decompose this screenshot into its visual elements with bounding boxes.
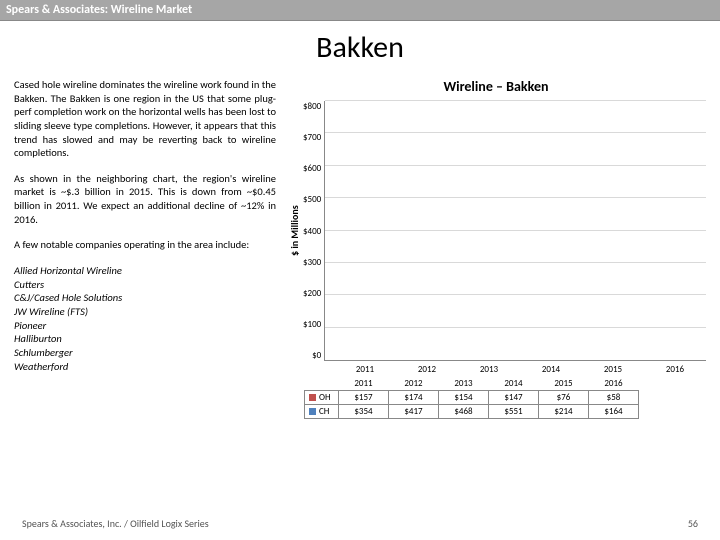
table-header-cell: 2013 (439, 377, 489, 391)
table-series-label: CH (305, 405, 339, 419)
company-item: C&J/Cased Hole Solutions (14, 291, 276, 305)
x-tick: 2015 (594, 364, 632, 375)
x-tick: 2016 (656, 364, 694, 375)
company-item: Allied Horizontal Wireline (14, 264, 276, 278)
footer-page-number: 56 (688, 517, 698, 530)
table-cell: $164 (589, 405, 639, 419)
table-header-cell: 2011 (339, 377, 389, 391)
paragraph-2: As shown in the neighboring chart, the r… (14, 172, 276, 227)
y-tick: $500 (303, 194, 321, 205)
y-tick: $200 (303, 288, 321, 299)
plot-area (324, 101, 706, 361)
table-cell: $154 (439, 391, 489, 405)
y-tick: $0 (303, 350, 321, 361)
x-tick: 2013 (470, 364, 508, 375)
x-tick: 2011 (346, 364, 384, 375)
y-tick: $600 (303, 163, 321, 174)
x-axis-labels: 2011 2012 2013 2014 2015 2016 (334, 364, 706, 375)
company-item: Schlumberger (14, 346, 276, 360)
header-breadcrumb: Spears & Associates: Wireline Market (0, 0, 720, 21)
data-table: 201120122013201420152016OH$157$174$154$1… (304, 377, 639, 419)
y-tick: $300 (303, 257, 321, 268)
paragraph-3: A few notable companies operating in the… (14, 238, 276, 252)
table-cell: $58 (589, 391, 639, 405)
page-title: Bakken (0, 29, 720, 66)
table-cell: $157 (339, 391, 389, 405)
table-cell: $214 (539, 405, 589, 419)
table-header-blank (305, 377, 339, 391)
company-item: Cutters (14, 278, 276, 292)
table-cell: $147 (489, 391, 539, 405)
table-header-cell: 2014 (489, 377, 539, 391)
legend-swatch (309, 408, 316, 415)
y-tick: $400 (303, 226, 321, 237)
footer-left: Spears & Associates, Inc. / Oilfield Log… (22, 517, 209, 530)
x-tick: 2012 (408, 364, 446, 375)
chart-column: Wireline – Bakken $ in Millions $800 $700… (286, 78, 706, 419)
company-item: JW Wireline (FTS) (14, 305, 276, 319)
chart-area: $ in Millions $800 $700 $600 $500 $400 $300 $2… (286, 101, 706, 361)
y-ticks: $800 $700 $600 $500 $400 $300 $200 $100 $0 (303, 101, 324, 361)
table-cell: $354 (339, 405, 389, 419)
table-cell: $551 (489, 405, 539, 419)
chart-title: Wireline – Bakken (286, 78, 706, 95)
table-cell: $76 (539, 391, 589, 405)
company-item: Halliburton (14, 332, 276, 346)
x-tick: 2014 (532, 364, 570, 375)
y-tick: $800 (303, 101, 321, 112)
table-header-cell: 2016 (589, 377, 639, 391)
bars-container (325, 101, 706, 360)
table-cell: $417 (389, 405, 439, 419)
company-list: Allied Horizontal WirelineCuttersC&J/Cas… (14, 264, 276, 373)
company-item: Pioneer (14, 319, 276, 333)
y-tick: $100 (303, 319, 321, 330)
y-tick: $700 (303, 132, 321, 143)
table-header-cell: 2015 (539, 377, 589, 391)
table-cell: $468 (439, 405, 489, 419)
content-row: Cased hole wireline dominates the wireli… (0, 78, 720, 419)
table-series-label: OH (305, 391, 339, 405)
paragraph-1: Cased hole wireline dominates the wireli… (14, 78, 276, 160)
company-item: Weatherford (14, 360, 276, 374)
table-cell: $174 (389, 391, 439, 405)
table-header-cell: 2012 (389, 377, 439, 391)
footer: Spears & Associates, Inc. / Oilfield Log… (0, 517, 720, 530)
text-column: Cased hole wireline dominates the wireli… (14, 78, 276, 419)
legend-swatch (309, 394, 316, 401)
y-axis-label: $ in Millions (286, 101, 303, 361)
